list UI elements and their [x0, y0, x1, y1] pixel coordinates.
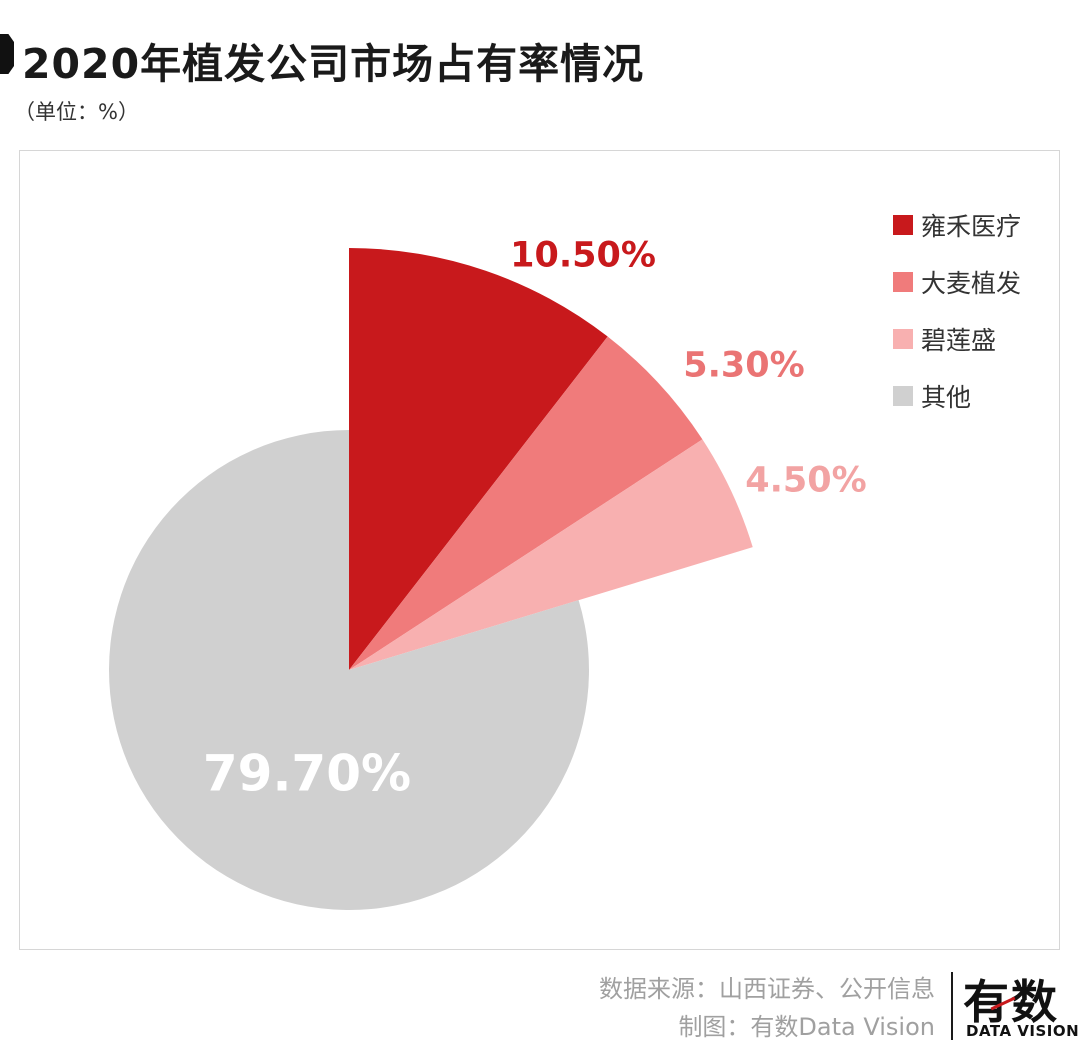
source-block: 数据来源：山西证券、公开信息 制图：有数Data Vision	[599, 970, 935, 1046]
chart-title: 2020年植发公司市场占有率情况	[22, 40, 645, 88]
credit-text: 制图：有数Data Vision	[678, 1013, 935, 1041]
legend-label: 雍禾医疗	[921, 211, 1022, 241]
brand-logo-subtitle: DATA VISION	[966, 1022, 1080, 1040]
legend-item-biliansheng: 碧莲盛	[893, 310, 1021, 367]
legend-swatch	[893, 385, 913, 406]
legend-item-damai: 大麦植发	[893, 253, 1021, 310]
pie-slice-damai	[349, 336, 703, 670]
data-label-other: 79.70%	[203, 745, 411, 803]
data-label-yonghe: 10.50%	[510, 235, 656, 275]
legend-swatch	[893, 214, 913, 235]
legend: 雍禾医疗 大麦植发 碧莲盛 其他	[893, 196, 1021, 424]
legend-label: 碧莲盛	[921, 325, 997, 355]
chart-frame	[19, 150, 1060, 950]
unit-label: （单位：%）	[14, 100, 139, 124]
title-marker	[0, 34, 14, 74]
brand-logo: 有数	[963, 975, 1059, 1029]
source-text: 数据来源：山西证券、公开信息	[599, 975, 935, 1003]
data-label-damai: 5.30%	[683, 345, 804, 385]
legend-label: 大麦植发	[921, 268, 1022, 298]
pie-slice-other	[109, 430, 590, 910]
legend-label: 其他	[921, 382, 972, 412]
pie-slice-bilian	[349, 439, 753, 670]
legend-swatch	[893, 328, 913, 349]
legend-swatch	[893, 271, 913, 292]
pie-slice-yonghe	[349, 248, 608, 670]
legend-item-yonghe: 雍禾医疗	[893, 196, 1021, 253]
legend-item-other: 其他	[893, 367, 1021, 424]
data-label-bilian: 4.50%	[745, 460, 866, 500]
footer-divider	[951, 972, 953, 1040]
